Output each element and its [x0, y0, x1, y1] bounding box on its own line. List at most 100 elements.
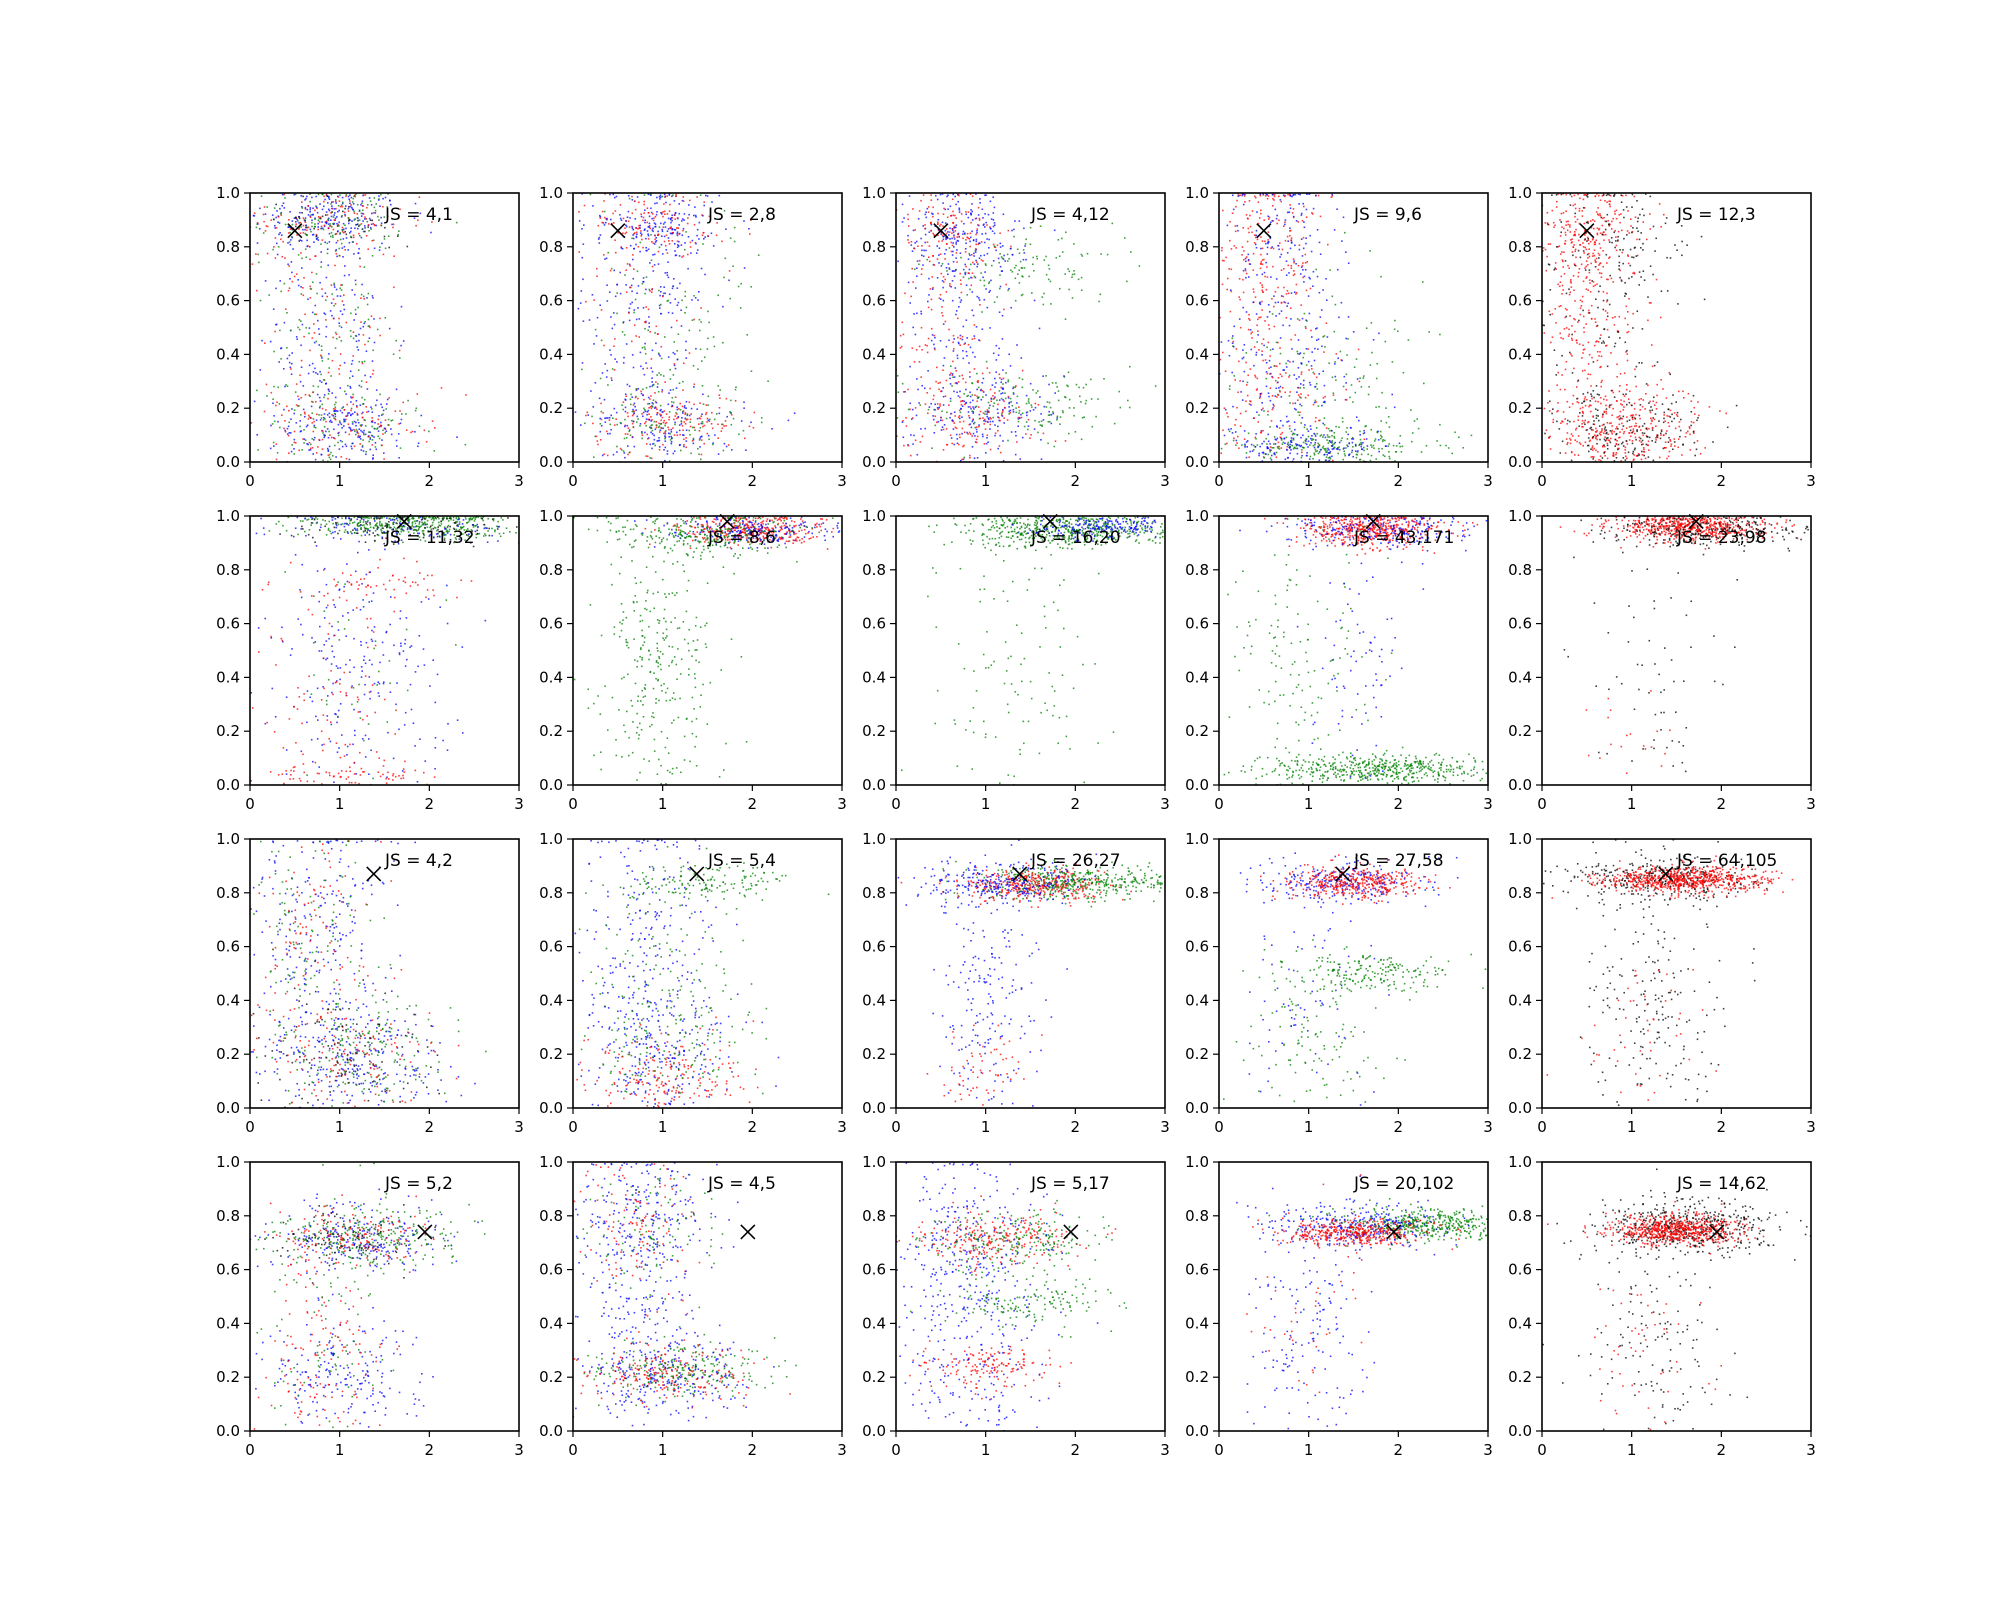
scatter-point — [657, 333, 659, 335]
scatter-point — [930, 194, 932, 196]
scatter-point — [664, 435, 666, 437]
scatter-point — [671, 404, 674, 407]
scatter-point — [915, 414, 918, 417]
scatter-point — [968, 415, 970, 417]
scatter-point — [633, 247, 635, 250]
scatter-point — [1301, 220, 1304, 222]
scatter-point — [331, 201, 333, 203]
scatter-point — [643, 200, 645, 203]
scatter-point — [1305, 327, 1307, 330]
scatter-point — [1242, 278, 1244, 281]
scatter-point — [1277, 341, 1279, 344]
scatter-point — [360, 203, 362, 206]
scatter-point — [962, 276, 965, 278]
scatter-point — [1436, 440, 1438, 442]
scatter-point — [1281, 443, 1284, 445]
y-tick-label: 0.2 — [862, 399, 886, 417]
scatter-point — [685, 407, 687, 409]
scatter-point — [628, 385, 631, 388]
scatter-point — [663, 213, 666, 215]
scatter-point — [952, 210, 954, 213]
scatter-point — [349, 202, 351, 205]
scatter-point — [1267, 195, 1270, 197]
scatter-point — [956, 354, 959, 357]
scatter-point — [677, 416, 680, 418]
scatter-point — [925, 216, 928, 219]
scatter-point — [663, 235, 666, 238]
scatter-point — [1246, 394, 1249, 397]
scatter-point — [1289, 473, 1291, 475]
scatter-point — [334, 331, 337, 334]
scatter-point — [633, 402, 636, 405]
scatter-point — [1253, 242, 1256, 244]
scatter-point — [619, 447, 622, 450]
scatter-point — [992, 212, 995, 214]
scatter-point — [642, 411, 645, 414]
scatter-point — [652, 384, 654, 386]
scatter-point — [329, 310, 332, 312]
scatter-point — [1031, 292, 1033, 294]
scatter-point — [1290, 242, 1293, 244]
scatter-point — [641, 238, 643, 241]
scatter-point — [985, 360, 988, 363]
scatter-point — [951, 237, 953, 240]
scatter-point — [332, 408, 335, 410]
scatter-point — [665, 234, 668, 237]
scatter-point — [1251, 210, 1254, 212]
scatter-point — [1269, 349, 1272, 351]
scatter-point — [1287, 302, 1289, 305]
scatter-point — [343, 362, 346, 364]
scatter-point — [899, 334, 902, 337]
scatter-point — [319, 370, 321, 373]
scatter-point — [689, 246, 692, 248]
scatter-point — [740, 420, 743, 422]
scatter-point — [298, 240, 300, 242]
axes-frame — [895, 192, 1166, 463]
scatter-point — [1289, 361, 1291, 363]
scatter-point — [743, 267, 746, 269]
scatter-point — [1118, 390, 1120, 393]
scatter-point — [1439, 444, 1442, 447]
scatter-point — [331, 314, 333, 317]
scatter-point — [982, 276, 984, 279]
scatter-point — [614, 239, 616, 241]
scatter-point — [390, 428, 392, 430]
scatter-point — [1100, 253, 1102, 255]
scatter-point — [668, 416, 671, 418]
scatter-point — [1317, 405, 1320, 407]
scatter-point — [1261, 300, 1263, 303]
scatter-point — [683, 405, 686, 407]
scatter-point — [984, 420, 987, 423]
scatter-point — [989, 227, 992, 230]
scatter-point — [1010, 401, 1012, 403]
scatter-point — [324, 292, 327, 294]
scatter-point — [1300, 304, 1302, 306]
scatter-point — [887, 385, 889, 387]
scatter-point — [242, 204, 244, 206]
scatter-point — [328, 445, 331, 448]
scatter-point — [914, 242, 916, 244]
scatter-point — [1359, 438, 1362, 441]
scatter-point — [690, 252, 692, 254]
scatter-point — [1286, 290, 1289, 292]
scatter-point — [932, 213, 934, 215]
scatter-point — [964, 381, 967, 384]
scatter-point — [309, 395, 311, 397]
scatter-point — [964, 232, 966, 234]
scatter-point — [279, 232, 281, 234]
scatter-point — [1317, 452, 1320, 455]
scatter-point — [728, 279, 730, 282]
scatter-point — [921, 254, 923, 257]
scatter-point — [992, 225, 995, 228]
scatter-point — [376, 427, 379, 429]
scatter-point — [989, 423, 991, 426]
scatter-point — [614, 196, 616, 199]
scatter-point — [967, 394, 970, 397]
scatter-point — [1267, 304, 1270, 306]
scatter-point — [338, 368, 340, 370]
scatter-point — [954, 287, 957, 289]
scatter-point — [1231, 337, 1234, 340]
scatter-point — [966, 355, 968, 357]
scatter-point — [1283, 268, 1285, 270]
scatter-point — [1021, 412, 1024, 415]
